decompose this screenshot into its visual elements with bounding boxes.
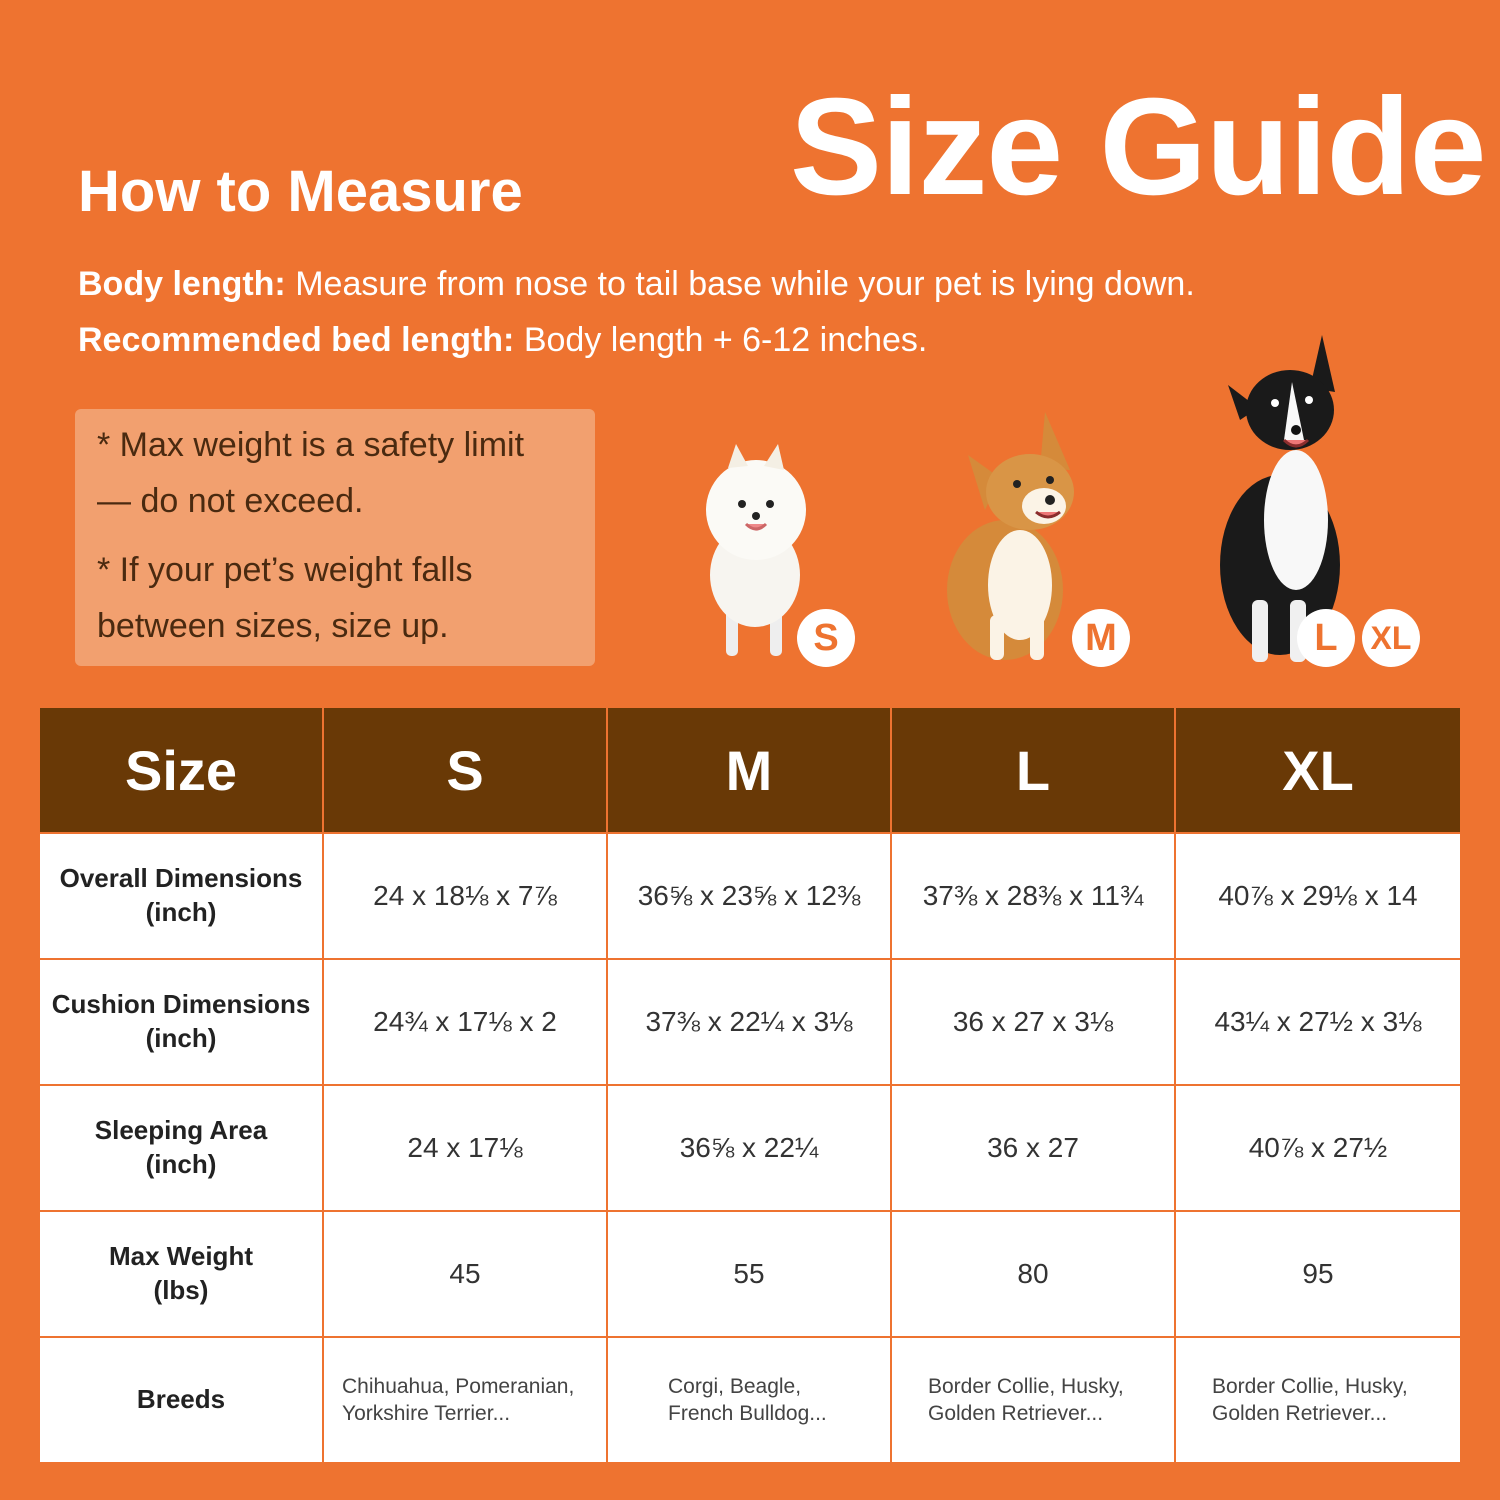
dogs-illustration <box>706 335 1340 662</box>
page-title: Size Guide <box>790 70 1486 224</box>
body-length-line: Body length: Measure from nose to tail b… <box>78 264 1195 305</box>
body-length-text: Measure from nose to tail base while you… <box>285 265 1195 303</box>
header-xl: XL <box>1174 708 1460 833</box>
header-s: S <box>322 708 607 833</box>
table-row: Cushion Dimensions (inch) 24¾ x 17⅛ x 2 3… <box>40 958 1460 1085</box>
table-header-row: Size S M L XL <box>40 708 1460 833</box>
row-label: Overall Dimensions (inch) <box>40 832 323 959</box>
body-length-label: Body length: <box>78 265 286 303</box>
corgi-image <box>947 412 1074 660</box>
table-cell: 55 <box>606 1210 891 1337</box>
row-label: Max Weight (lbs) <box>40 1210 323 1337</box>
size-badge-xl: XL <box>1362 609 1420 667</box>
breed-cell: Border Collie, Husky, Golden Retriever... <box>890 1336 1175 1462</box>
table-cell: 36⅝ x 22¼ <box>606 1084 891 1211</box>
table-row-breeds: Breeds Chihuahua, Pomeranian, Yorkshire T… <box>40 1336 1460 1462</box>
table-cell: 36 x 27 <box>890 1084 1175 1211</box>
table-cell: 37⅜ x 28⅜ x 11¾ <box>890 832 1175 959</box>
table-cell: 45 <box>322 1210 607 1337</box>
table-cell: 36 x 27 x 3⅛ <box>890 958 1175 1085</box>
breed-cell: Border Collie, Husky, Golden Retriever... <box>1174 1336 1460 1462</box>
recommended-length-line: Recommended bed length: Body length + 6-… <box>78 320 927 361</box>
header-l: L <box>890 708 1175 833</box>
recommended-length-text: Body length + 6-12 inches. <box>514 321 928 359</box>
table-cell: 95 <box>1174 1210 1460 1337</box>
note-line-3: * If your pet’s weight falls <box>97 551 473 589</box>
row-label: Cushion Dimensions (inch) <box>40 958 323 1085</box>
pomeranian-image <box>706 444 806 656</box>
row-label: Sleeping Area (inch) <box>40 1084 323 1211</box>
table-cell: 40⅞ x 29⅛ x 14 <box>1174 832 1460 959</box>
table-cell: 24 x 17⅛ <box>322 1084 607 1211</box>
header-m: M <box>606 708 891 833</box>
note-line-1: * Max weight is a safety limit <box>97 426 525 464</box>
table-cell: 80 <box>890 1210 1175 1337</box>
table-row: Overall Dimensions (inch) 24 x 18⅛ x 7⅞ 3… <box>40 832 1460 959</box>
table-cell: 24 x 18⅛ x 7⅞ <box>322 832 607 959</box>
border-collie-image <box>1220 335 1340 662</box>
recommended-length-label: Recommended bed length: <box>78 321 515 359</box>
table-cell: 36⅝ x 23⅝ x 12⅜ <box>606 832 891 959</box>
note-line-4: between sizes, size up. <box>97 607 449 645</box>
size-badge-l: L <box>1297 609 1355 667</box>
size-badge-m: M <box>1072 609 1130 667</box>
breed-cell: Chihuahua, Pomeranian, Yorkshire Terrier.… <box>322 1336 607 1462</box>
note-line-2: — do not exceed. <box>97 482 364 520</box>
table-cell: 40⅞ x 27½ <box>1174 1084 1460 1211</box>
table-row: Sleeping Area (inch) 24 x 17⅛ 36⅝ x 22¼ 3… <box>40 1084 1460 1211</box>
table-row: Max Weight (lbs) 45 55 80 95 <box>40 1210 1460 1337</box>
header-size: Size <box>40 708 323 833</box>
size-badge-s: S <box>797 609 855 667</box>
table-cell: 43¼ x 27½ x 3⅛ <box>1174 958 1460 1085</box>
row-label: Breeds <box>40 1336 323 1462</box>
table-cell: 24¾ x 17⅛ x 2 <box>322 958 607 1085</box>
how-to-measure-heading: How to Measure <box>78 159 523 224</box>
breed-cell: Corgi, Beagle, French Bulldog... <box>606 1336 891 1462</box>
safety-note-box: * Max weight is a safety limit — do not … <box>75 409 595 666</box>
size-chart-table: Size S M L XL Overall Dimensions (inch) 2… <box>40 708 1460 1462</box>
table-cell: 37⅜ x 22¼ x 3⅛ <box>606 958 891 1085</box>
